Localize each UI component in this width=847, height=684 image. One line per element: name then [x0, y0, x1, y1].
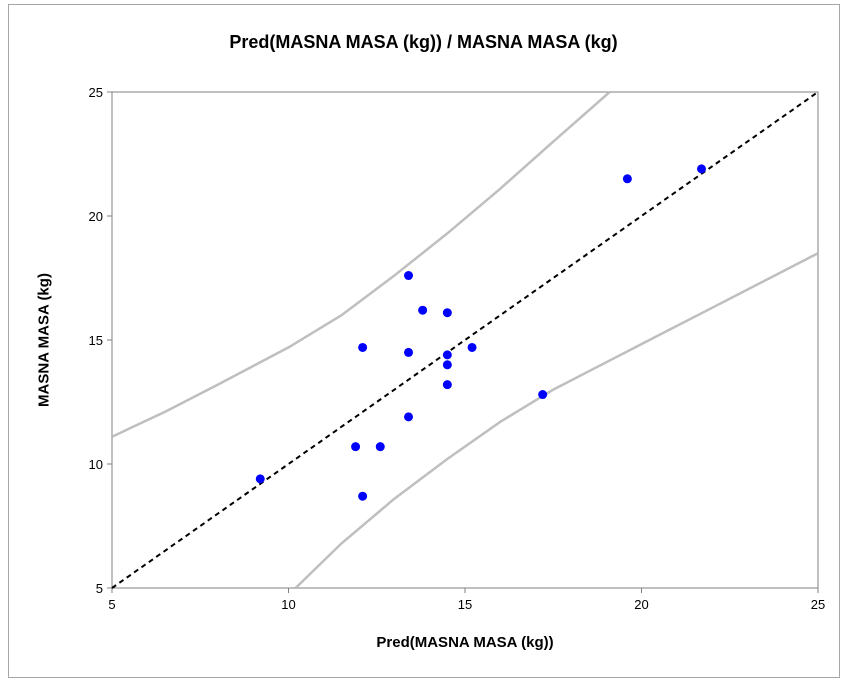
y-tick-label: 5 — [96, 581, 103, 596]
x-tick-label: 10 — [281, 597, 295, 612]
data-point — [358, 342, 368, 352]
data-point — [351, 442, 361, 452]
data-point — [442, 380, 452, 390]
x-tick-label: 5 — [108, 597, 115, 612]
data-point — [404, 347, 414, 357]
data-point — [404, 271, 414, 281]
x-tick-label: 20 — [634, 597, 648, 612]
y-tick-label: 25 — [89, 85, 103, 100]
x-tick-label: 25 — [811, 597, 825, 612]
data-point — [622, 174, 632, 184]
y-tick-label: 15 — [89, 333, 103, 348]
data-point — [404, 412, 414, 422]
data-point — [442, 360, 452, 370]
chart-title: Pred(MASNA MASA (kg)) / MASNA MASA (kg) — [229, 32, 618, 52]
data-point — [538, 390, 548, 400]
x-axis-label: Pred(MASNA MASA (kg)) — [376, 634, 554, 651]
x-tick-label: 15 — [458, 597, 472, 612]
lower-band-line — [294, 252, 818, 588]
data-point — [418, 305, 428, 315]
chart-frame — [8, 4, 840, 678]
data-point — [467, 342, 477, 352]
reference-line — [111, 91, 819, 589]
data-point — [442, 350, 452, 360]
data-point — [442, 308, 452, 318]
data-point — [697, 164, 707, 174]
y-tick-label: 20 — [89, 209, 103, 224]
y-tick-label: 10 — [89, 457, 103, 472]
data-point — [358, 491, 368, 501]
data-point — [255, 474, 265, 484]
data-point — [375, 442, 385, 452]
upper-band-line — [112, 92, 611, 438]
